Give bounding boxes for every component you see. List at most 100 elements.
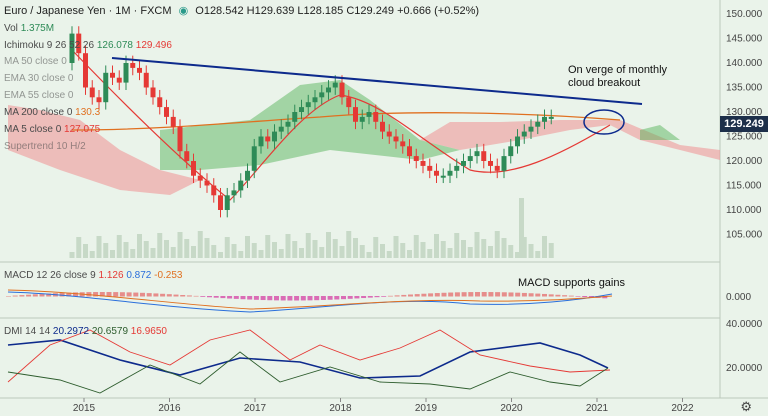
volume-bar [123, 242, 129, 258]
candle-body [332, 82, 338, 88]
macd-histogram-bar [468, 292, 474, 297]
candle-body [157, 97, 163, 108]
macd-histogram-bar [39, 293, 45, 297]
volume-bar [285, 234, 291, 258]
gear-icon[interactable]: ⚙ [740, 399, 752, 414]
volume-bar [110, 250, 115, 258]
candle-body [83, 53, 88, 88]
candle-body [548, 116, 554, 119]
dmi-legend[interactable]: DMI 14 14 20.2972 20.6579 16.9650 [4, 326, 167, 337]
macd-histogram-bar [314, 296, 320, 301]
indicator-ma200[interactable]: MA 200 close 0 130.3 [4, 107, 101, 118]
candle-body [251, 146, 257, 171]
chart-header: Euro / Japanese Yen · 1M · FXCM ◉ O128.5… [4, 4, 479, 17]
candle-body [231, 190, 237, 196]
candle-body [380, 121, 385, 132]
volume-bar [535, 251, 541, 258]
indicator-ichimoku[interactable]: Ichimoku 9 26 52 26 126.078 129.496 [4, 40, 172, 51]
candle-body [292, 112, 298, 122]
macd-histogram-bar [186, 295, 192, 297]
macd-histogram-bar [160, 293, 166, 297]
macd-histogram-bar [334, 296, 340, 300]
volume-bar [69, 252, 75, 258]
candle-body [353, 107, 358, 122]
indicator-vol[interactable]: Vol 1.375M [4, 23, 55, 34]
candle-body [461, 161, 466, 166]
volume-bar [326, 232, 331, 258]
macd-histogram-bar [320, 296, 326, 300]
candle-body [224, 195, 230, 210]
candle-body [245, 170, 250, 181]
volume-bar [224, 237, 230, 258]
time-axis-tick: 2019 [415, 403, 438, 414]
indicator-ma50[interactable]: MA 50 close 0 [4, 56, 67, 67]
candle-body [285, 121, 291, 127]
macd-histogram-bar [294, 296, 300, 301]
macd-histogram-bar [347, 296, 353, 299]
macd-histogram-bar [508, 292, 514, 297]
macd-histogram-bar [562, 295, 568, 297]
indicator-ma5[interactable]: MA 5 close 0 127.075 [4, 124, 101, 135]
volume-bar [474, 232, 480, 258]
volume-bar [521, 237, 527, 258]
volume-bar [191, 246, 196, 258]
price-axis-tick: 125.000 [726, 132, 763, 143]
price-axis-tick: 110.000 [726, 205, 762, 216]
macd-histogram-bar [280, 296, 286, 301]
macd-histogram-bar [602, 296, 608, 299]
cloud-breakout-annotation: On verge of monthly cloud breakout [568, 64, 668, 89]
volume-bar [83, 244, 88, 258]
candle-body [413, 156, 419, 161]
volume-bar [332, 239, 338, 258]
candle-body [467, 156, 473, 161]
macd-histogram-bar [173, 294, 179, 297]
macd-histogram-bar [260, 296, 266, 301]
volume-bar [258, 250, 264, 258]
eye-icon[interactable]: ◉ [178, 5, 189, 17]
volume-bar [319, 247, 325, 258]
price-axis-tick: 130.000 [726, 107, 763, 118]
macd-histogram-bar [548, 294, 554, 297]
volume-bar [103, 243, 109, 258]
volume-bar [143, 241, 149, 258]
candle-body [211, 185, 217, 196]
macd-histogram-bar [588, 296, 594, 298]
macd-histogram-bar [327, 296, 333, 300]
indicator-ema55[interactable]: EMA 55 close 0 [4, 90, 74, 101]
macd-histogram-bar [213, 296, 219, 298]
candle-body [69, 33, 75, 63]
macd-histogram-bar [367, 296, 373, 298]
time-axis-tick: 2022 [671, 403, 694, 414]
candle-body [143, 72, 149, 88]
macd-histogram-bar [133, 292, 139, 297]
volume-bar [211, 245, 217, 258]
time-axis-tick: 2016 [158, 403, 181, 414]
candle-body [434, 170, 439, 176]
breakout-circle[interactable] [583, 109, 625, 135]
macd-histogram-bar [475, 292, 480, 297]
descending-trendline[interactable] [111, 57, 643, 105]
macd-histogram-bar [488, 292, 494, 297]
time-axis-tick: 2015 [73, 403, 96, 414]
volume-bar [339, 246, 345, 258]
volume-bar [137, 234, 142, 258]
candle-body [238, 180, 244, 191]
candle-body [440, 175, 446, 178]
candle-body [339, 82, 345, 98]
plus-di-line [7, 351, 609, 394]
volume-bar [346, 231, 352, 258]
macd-histogram-bar [93, 292, 99, 297]
candle-body [481, 151, 487, 161]
price-axis-tick: 105.000 [726, 230, 763, 241]
indicator-supertrend[interactable]: Supertrend 10 H/2 [4, 141, 86, 152]
macd-legend[interactable]: MACD 12 26 close 9 1.126 0.872 -0.253 [4, 270, 183, 281]
macd-histogram-bar [421, 293, 427, 297]
volume-bar [130, 249, 136, 258]
macd-histogram-bar [408, 294, 413, 297]
volume-bar [278, 249, 284, 258]
macd-histogram-bar [441, 292, 447, 297]
volume-bar [393, 236, 399, 258]
indicator-ema30[interactable]: EMA 30 close 0 [4, 73, 74, 84]
macd-histogram-bar [401, 294, 407, 297]
